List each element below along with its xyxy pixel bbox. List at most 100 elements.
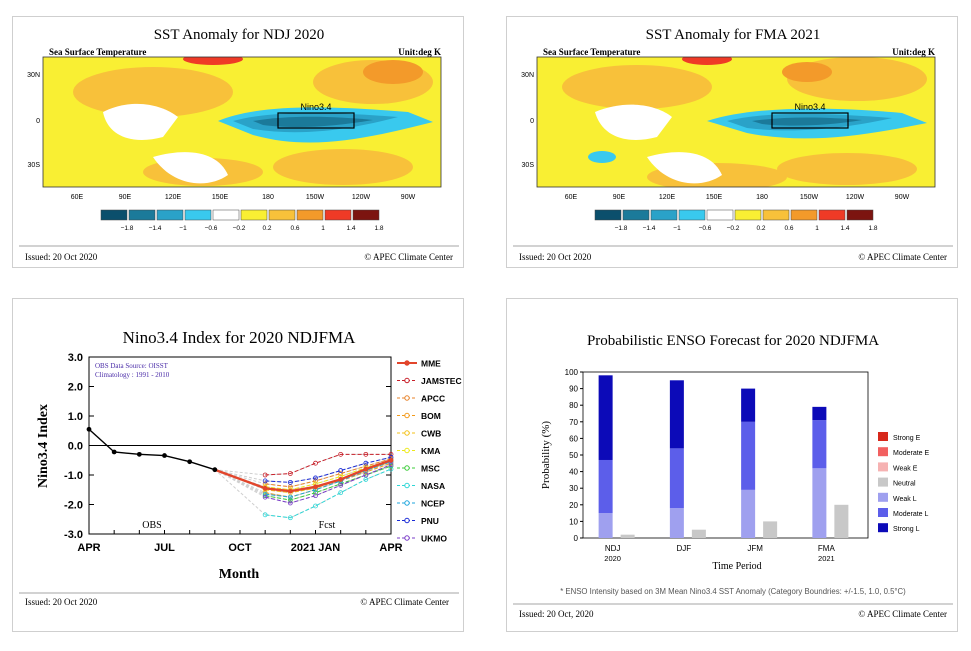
lat-label: 0: [36, 118, 40, 125]
series-point: [388, 457, 394, 463]
nino34-box-label: Nino3.4: [794, 102, 825, 112]
colorbar-swatch: [678, 209, 706, 221]
y-tick-label: 2.0: [68, 382, 83, 394]
series-point: [388, 462, 394, 468]
series-point: [287, 500, 293, 506]
colorbar-swatch: [352, 209, 380, 221]
series-point: [313, 484, 318, 490]
colorbar-swatch: [156, 209, 184, 221]
series-point: [262, 481, 268, 487]
series-point: [338, 477, 344, 482]
y-tick-label: 80: [569, 401, 578, 410]
sst-field: [43, 57, 441, 187]
nino34-box-label: Nino3.4: [300, 102, 331, 112]
legend-swatch: [878, 508, 888, 517]
sst-map-panel-ndj: SST Anomaly for NDJ 2020 Sea Surface Tem…: [12, 16, 464, 268]
colorbar-swatch: [184, 209, 212, 221]
x-tick-sublabel: 2020: [604, 554, 621, 563]
colorbar-tick: −1.4: [149, 225, 162, 232]
nino34-box: [771, 112, 849, 129]
bar-neutral: [763, 521, 778, 538]
x-tick-sublabel: 2021: [818, 554, 835, 563]
nino-index-chart: Nino3.4 Index for 2020 NDJFMA 3.0 2.0 1.0 0…: [19, 328, 462, 607]
chart-title: Probabilistic ENSO Forecast for 2020 NDJ…: [587, 333, 879, 349]
lon-label: 150E: [212, 194, 229, 201]
legend-swatch: [878, 462, 888, 472]
colorbar-tick: 1.8: [868, 225, 877, 232]
credit: © APEC Climate Center: [360, 597, 449, 607]
y-tick-label: -1.0: [64, 470, 83, 482]
legend-label: KMA: [421, 446, 440, 456]
legend-swatch: [878, 447, 888, 457]
colorbar-tick: 0.2: [756, 225, 765, 232]
legend-label: Strong E: [893, 435, 921, 442]
legend-label: Moderate L: [893, 511, 929, 518]
lon-label: 150W: [306, 194, 325, 201]
enso-prob-chart: Probabilistic ENSO Forecast for 2020 NDJ…: [513, 333, 953, 619]
colorbar-tick: 1: [815, 225, 819, 232]
series-point: [363, 466, 369, 472]
chart-title: Nino3.4 Index for 2020 NDJFMA: [123, 328, 357, 347]
y-tick-label: -2.0: [64, 500, 83, 512]
x-tick-label: JFM: [747, 544, 763, 553]
series-point: [388, 451, 394, 457]
observed-line: [88, 428, 216, 471]
legend-label: Strong L: [893, 526, 920, 533]
nino-index-panel: Nino3.4 Index for 2020 NDJFMA 3.0 2.0 1.0 0…: [12, 298, 464, 632]
colorbar: [594, 209, 874, 221]
legend-swatch: [878, 432, 888, 441]
series-line-jamstec: [265, 453, 391, 476]
issued-date: Issued: 20 Oct 2020: [25, 597, 98, 607]
observed-point: [162, 453, 167, 458]
colorbar-tick: 0.6: [784, 225, 793, 232]
legend-label: APCC: [421, 394, 445, 404]
colorbar-swatch: [296, 209, 324, 221]
y-tick-label: 30: [569, 484, 578, 493]
series-point: [287, 484, 293, 490]
lon-label: 150E: [706, 194, 723, 201]
bar-strong-l: [741, 388, 756, 422]
lat-label: 30N: [521, 72, 534, 79]
y-tick-label: 90: [569, 385, 578, 394]
legend-swatch: [878, 523, 888, 533]
x-axis-label: Time Period: [712, 561, 761, 572]
x-tick-label: OCT: [228, 542, 252, 554]
colorbar-tick: −1: [673, 225, 681, 232]
credit: © APEC Climate Center: [858, 609, 947, 619]
x-tick-label: APR: [77, 542, 100, 554]
legend-label: Moderate E: [893, 450, 930, 457]
obs-label: OBS: [142, 520, 161, 531]
observed-point: [136, 451, 142, 457]
y-tick-label: 60: [569, 434, 578, 443]
bar-weak-l: [669, 508, 684, 538]
colorbar-tick: −1: [179, 225, 187, 232]
bar-moderate-l: [812, 420, 827, 469]
series-point: [313, 490, 318, 496]
legend-label: Weak E: [893, 465, 918, 472]
map-left-label: Sea Surface Temperature: [49, 47, 146, 57]
legend: Strong E Moderate E Weak E Neutral Weak L Mod…: [878, 432, 930, 533]
series-point: [338, 471, 344, 476]
series-point: [313, 475, 318, 481]
sst-map-panel-fma: SST Anomaly for FMA 2021 Sea Surface Tem…: [506, 16, 958, 268]
map-title: SST Anomaly for NDJ 2020: [154, 27, 325, 43]
legend-label: MME: [421, 359, 441, 369]
issued-date: Issued: 20 Oct, 2020: [519, 609, 594, 619]
colorbar-swatch: [846, 209, 874, 221]
y-axis-label: Probability (%): [540, 421, 552, 489]
map-title: SST Anomaly for FMA 2021: [646, 27, 821, 43]
sst-map-ndj: SST Anomaly for NDJ 2020 Sea Surface Tem…: [19, 27, 459, 262]
nino34-box: [277, 112, 355, 129]
series-point: [313, 478, 318, 484]
legend-label: MSC: [421, 464, 440, 474]
colorbar-swatch: [128, 209, 156, 221]
series-point: [262, 494, 268, 500]
series-point: [262, 490, 268, 496]
series-point: [262, 491, 268, 497]
y-tick-label: -3.0: [64, 529, 83, 541]
observed-point: [212, 467, 218, 473]
colorbar-tick: −0.6: [205, 225, 218, 232]
series-point: [338, 451, 344, 457]
observed-point: [111, 449, 117, 455]
